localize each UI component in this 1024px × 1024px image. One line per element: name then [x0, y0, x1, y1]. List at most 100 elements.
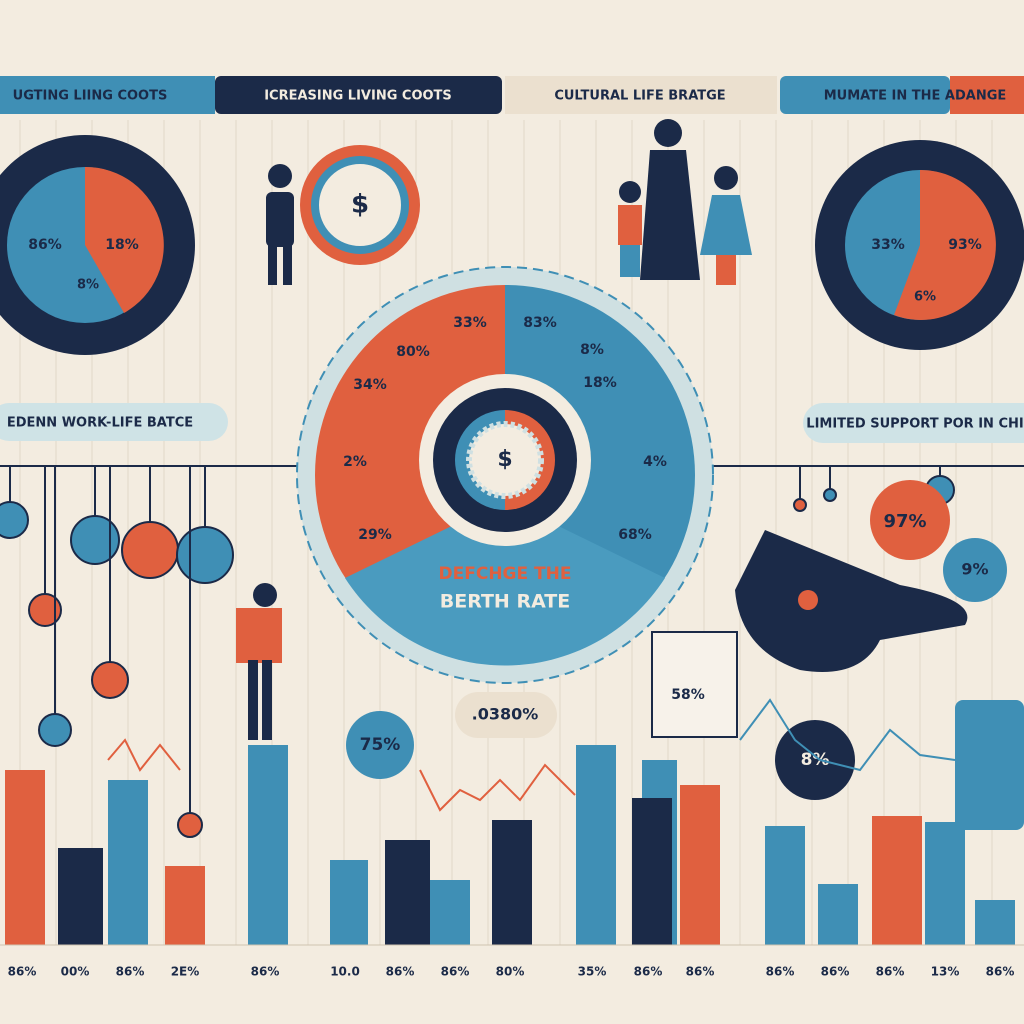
bar-label: 86% — [116, 965, 145, 979]
trend-line — [739, 698, 956, 772]
trend-line — [419, 763, 576, 812]
pie-label: 6% — [914, 290, 936, 305]
pendant — [121, 521, 179, 579]
document-icon — [651, 631, 738, 738]
banner-text: MUMATE IN THE ADANGE — [824, 89, 1007, 104]
bar — [872, 816, 922, 945]
bar-label: 86% — [634, 965, 663, 979]
card-icon — [955, 700, 1024, 830]
bar-label: 2E% — [171, 965, 200, 979]
banner-text: ICREASING LIVING COOTS — [264, 89, 452, 104]
callout-text: 58% — [671, 687, 705, 703]
side-banner-text: LIMITED SUPPORT POR IN CHI — [806, 417, 1023, 432]
bar — [248, 745, 288, 945]
pie-label: 8% — [77, 278, 99, 293]
banner — [780, 76, 950, 114]
hand-icon — [735, 530, 968, 672]
bar — [975, 900, 1015, 945]
callout-text: 75% — [360, 735, 401, 755]
bar — [330, 860, 368, 945]
bar — [765, 826, 805, 945]
banner — [950, 76, 1024, 114]
pie-label: 33% — [871, 237, 905, 253]
callout — [346, 711, 414, 779]
bar-label: 86% — [686, 965, 715, 979]
banner — [505, 76, 777, 114]
callout — [455, 692, 557, 738]
pendant — [0, 501, 29, 539]
bars — [5, 745, 1015, 945]
bar-label: 86% — [386, 965, 415, 979]
donut-slice — [894, 169, 996, 320]
bar-label: 86% — [876, 965, 905, 979]
bar — [925, 822, 965, 945]
bar — [576, 745, 616, 945]
pendant — [823, 488, 837, 502]
wheel-symbol: $ — [497, 447, 512, 472]
person-icon — [236, 583, 282, 740]
callout — [870, 480, 950, 560]
person-icon — [266, 164, 294, 285]
banner-text: UGTING LIING COOTS — [13, 89, 168, 104]
bar-label: 00% — [61, 965, 90, 979]
bar-label: 86% — [986, 965, 1015, 979]
wheel-segment — [345, 500, 665, 666]
bar — [108, 780, 148, 945]
bar-label: 86% — [441, 965, 470, 979]
banner-text: CULTURAL LIFE BRATGE — [554, 89, 725, 104]
pie-label: 86% — [28, 237, 62, 253]
bar — [818, 884, 858, 945]
family-icon — [618, 119, 752, 285]
bar-label: 86% — [766, 965, 795, 979]
bar — [430, 880, 470, 945]
wheel-label: 80% — [396, 344, 430, 360]
pendant — [70, 515, 120, 565]
wheel-title: BERTH RATE — [440, 591, 571, 613]
bar — [385, 840, 430, 945]
pendant — [91, 661, 129, 699]
bar-label: 86% — [8, 965, 37, 979]
donut-slice — [85, 166, 164, 313]
side-banner — [803, 403, 1024, 443]
pendant — [28, 593, 62, 627]
wheel-label: 34% — [353, 377, 387, 393]
bar-label: 86% — [251, 965, 280, 979]
wheel-label: 8% — [580, 342, 604, 358]
bar — [680, 785, 720, 945]
pie-label: 93% — [948, 237, 982, 253]
bar — [165, 866, 205, 945]
wheel-label: 83% — [523, 315, 557, 331]
wheel-label: 68% — [618, 527, 652, 543]
trend-line — [107, 738, 181, 772]
wheel-label: 4% — [643, 454, 667, 470]
pendant — [38, 713, 72, 747]
callout-text: .0380% — [472, 705, 539, 724]
wheel-label: 18% — [583, 375, 617, 391]
flower-icon — [798, 590, 818, 610]
bar-label: 10.0 — [330, 965, 360, 979]
bar-label: 35% — [578, 965, 607, 979]
bar-label: 80% — [496, 965, 525, 979]
banner — [0, 76, 215, 114]
bar-label: 13% — [931, 965, 960, 979]
bar — [492, 820, 532, 945]
bar — [5, 770, 45, 945]
bar-label: 86% — [821, 965, 850, 979]
bar — [632, 798, 672, 945]
callout-text: 9% — [961, 560, 988, 579]
wheel-label: 33% — [453, 315, 487, 331]
callout — [943, 538, 1007, 602]
side-banner-text: EDENN WORK-LIFE BATCE — [7, 416, 193, 431]
coin-icon — [311, 156, 409, 254]
wheel-label: 2% — [343, 454, 367, 470]
pendant — [793, 498, 807, 512]
wheel-title: DEFCHGE THE — [439, 564, 572, 584]
pendant — [176, 526, 234, 584]
gear — [466, 421, 544, 499]
coin-symbol: $ — [351, 190, 369, 220]
side-banner — [0, 403, 228, 441]
callout-text: 8% — [801, 750, 830, 770]
wheel-label: 29% — [358, 527, 392, 543]
